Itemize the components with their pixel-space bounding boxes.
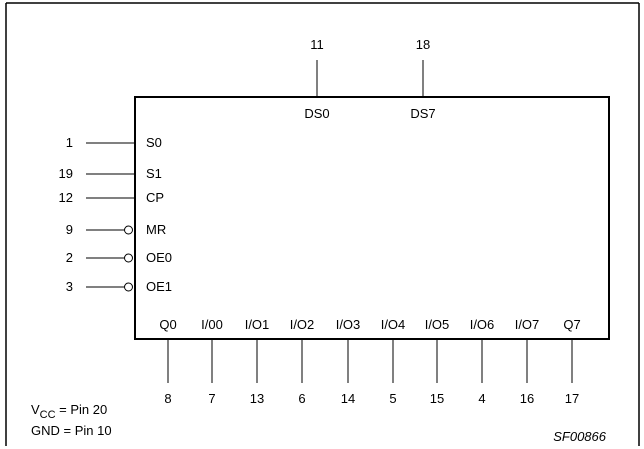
pin-label-i-o3: I/O3	[336, 317, 361, 332]
pin-label-mr: MR	[146, 222, 166, 237]
pin-number-oe1: 3	[66, 279, 73, 294]
pin-label-i-o7: I/O7	[515, 317, 540, 332]
pin-label-i-o5: I/O5	[425, 317, 450, 332]
pin-number-i-o5: 15	[430, 391, 444, 406]
pin-label-q0: Q0	[159, 317, 176, 332]
left-pins-group: 1 S0 19 S1 12 CP 9 MR 2 OE0 3 OE1	[59, 135, 172, 294]
pin-label-ds0: DS0	[304, 106, 329, 121]
pin-number-i-o7: 16	[520, 391, 534, 406]
figure-code: SF00866	[553, 429, 607, 444]
bottom-pins-group: Q0 8 I/00 7 I/O1 13 I/O2 6 I/O3 14 I/O4 5 I/O5 15 I/O6…	[159, 317, 580, 406]
pin-number-s0: 1	[66, 135, 73, 150]
pin-label-i-o6: I/O6	[470, 317, 495, 332]
gnd-note: GND = Pin 10	[31, 423, 112, 438]
vcc-note: VCC = Pin 20	[31, 402, 107, 421]
inversion-bubble-mr	[124, 225, 133, 235]
pin-number-oe0: 2	[66, 250, 73, 265]
pin-label-oe0: OE0	[146, 250, 172, 265]
pin-number-mr: 9	[66, 222, 73, 237]
chip-body	[134, 96, 610, 340]
pin-number-i-o1: 13	[250, 391, 264, 406]
inversion-bubble-oe0	[124, 253, 133, 263]
pin-label-s0: S0	[146, 135, 162, 150]
pin-number-ds7: 18	[416, 37, 430, 52]
pin-label-i-o2: I/O2	[290, 317, 315, 332]
pin-number-q0: 8	[164, 391, 171, 406]
pin-label-ds7: DS7	[410, 106, 435, 121]
pin-label-i-o1: I/O1	[245, 317, 270, 332]
top-pins-group: 11 DS0 18 DS7	[304, 37, 435, 121]
pin-number-s1: 19	[59, 166, 73, 181]
inversion-bubble-oe1	[124, 282, 133, 292]
pin-number-i-o2: 6	[298, 391, 305, 406]
pin-label-oe1: OE1	[146, 279, 172, 294]
pin-number-q7: 17	[565, 391, 579, 406]
pin-label-i-00: I/00	[201, 317, 223, 332]
pin-label-q7: Q7	[563, 317, 580, 332]
pin-number-i-o6: 4	[478, 391, 485, 406]
pin-number-ds0: 11	[310, 37, 324, 52]
pin-number-cp: 12	[59, 190, 73, 205]
pin-number-i-o3: 14	[341, 391, 355, 406]
pin-number-i-00: 7	[208, 391, 215, 406]
pin-label-cp: CP	[146, 190, 164, 205]
pin-label-s1: S1	[146, 166, 162, 181]
pin-number-i-o4: 5	[389, 391, 396, 406]
pin-label-i-o4: I/O4	[381, 317, 406, 332]
